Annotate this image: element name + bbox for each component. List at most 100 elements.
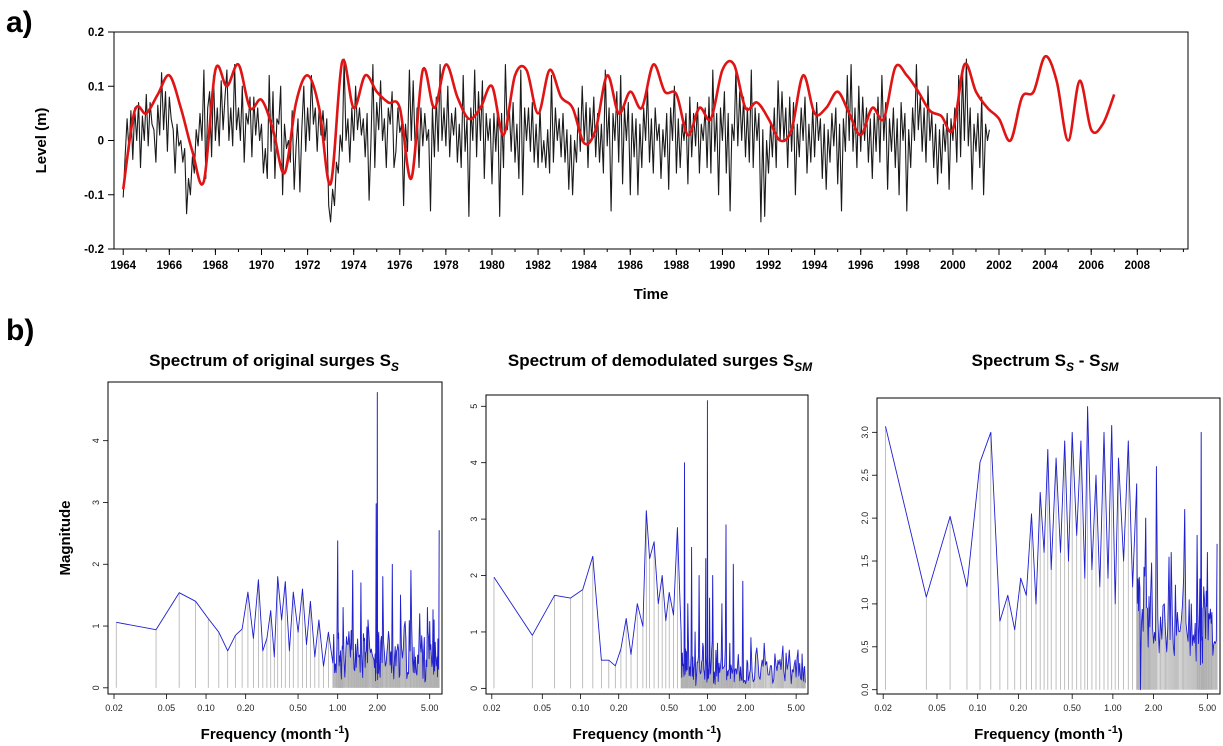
x-tick-label: 0.10 bbox=[969, 703, 987, 713]
spectrum-panel-b3: 0.0 0.5 1.0 1.5 2.0 2.5 3.0 0.02 0.05 0.10 0.20 0.5… bbox=[860, 351, 1221, 743]
x-axis-title: Frequency (month -1) bbox=[974, 724, 1123, 743]
x-tick-label: 2008 bbox=[1124, 260, 1150, 272]
y-tick-label: 4 bbox=[91, 438, 101, 443]
plot-frame bbox=[876, 397, 1221, 695]
y-tick-label: 0 bbox=[469, 686, 479, 691]
x-tick-label: 0.02 bbox=[483, 703, 501, 713]
x-tick-label: 0.20 bbox=[1010, 703, 1028, 713]
y-tick-label: 0.1 bbox=[88, 81, 105, 93]
x-tick-label: 0.10 bbox=[572, 703, 590, 713]
x-axis-title-close: ) bbox=[1118, 726, 1123, 743]
x-tick-label: 1990 bbox=[710, 260, 736, 272]
x-tick-label: 0.20 bbox=[237, 703, 255, 713]
x-tick-label: 2.00 bbox=[1145, 703, 1163, 713]
y-tick-label: 0.0 bbox=[860, 683, 870, 696]
y-tick-label: 5 bbox=[469, 404, 479, 409]
x-axis-title-text: Frequency (month bbox=[974, 726, 1105, 743]
x-tick-label: 0.10 bbox=[197, 703, 215, 713]
chart-title-part: Spectrum of original surges S bbox=[149, 351, 391, 370]
panel-label-b: b) bbox=[6, 314, 35, 347]
x-tick-label: 5.00 bbox=[1199, 703, 1217, 713]
spectrum-panel-b1: 0 1 2 3 4 0.02 0.05 0.10 0.20 0.50 1.00 2.00 5.00 Fre… bbox=[57, 351, 443, 743]
x-tick-label: 2006 bbox=[1078, 260, 1104, 272]
x-axis-title-text: Frequency (month bbox=[201, 726, 332, 743]
y-tick-label: 4 bbox=[469, 460, 479, 465]
spectrum-stems bbox=[493, 400, 806, 689]
x-axis-title: Time bbox=[634, 286, 669, 303]
y-tick-label: 1 bbox=[469, 629, 479, 634]
x-tick-label: 1968 bbox=[203, 260, 229, 272]
x-tick-label: 0.05 bbox=[928, 703, 946, 713]
y-axis-title: Magnitude bbox=[57, 501, 74, 576]
y-tick-label: 1.5 bbox=[860, 555, 870, 568]
y-tick-label: 0.5 bbox=[860, 641, 870, 654]
x-tick-label: 1980 bbox=[479, 260, 505, 272]
y-tick-label: -0.2 bbox=[84, 244, 104, 256]
x-tick-label: 1.00 bbox=[1104, 703, 1122, 713]
chart-title-part: SM bbox=[1100, 360, 1119, 374]
y-tick-label: 3 bbox=[469, 517, 479, 522]
x-tick-label: 1.00 bbox=[699, 703, 717, 713]
x-tick-label: 2.00 bbox=[369, 703, 387, 713]
x-tick-label: 1986 bbox=[617, 260, 643, 272]
chart-title-part: - S bbox=[1074, 351, 1100, 370]
chart-title: Spectrum of original surges SS bbox=[149, 351, 399, 374]
envelope-series-line bbox=[121, 55, 1116, 190]
x-tick-label: 1.00 bbox=[329, 703, 347, 713]
plot-frame bbox=[485, 394, 809, 695]
spectrum-stems bbox=[115, 392, 440, 688]
x-tick-label: 1974 bbox=[341, 260, 367, 272]
x-tick-label: 1998 bbox=[894, 260, 920, 272]
x-tick-label: 1964 bbox=[110, 260, 136, 272]
chart-title-part: S bbox=[1066, 360, 1074, 374]
x-tick-label: 0.20 bbox=[610, 703, 628, 713]
x-axis-title: Frequency (month -1) bbox=[573, 724, 722, 743]
y-tick-label: 1 bbox=[91, 624, 101, 629]
y-tick-label: 2.0 bbox=[860, 512, 870, 525]
chart-title: Spectrum SS - SSM bbox=[972, 351, 1120, 374]
x-tick-label: 5.00 bbox=[421, 703, 439, 713]
x-tick-label: 0.02 bbox=[874, 703, 892, 713]
chart-title: Spectrum of demodulated surges SSM bbox=[508, 351, 813, 374]
chart-title-part: S bbox=[391, 360, 399, 374]
x-tick-label: 1966 bbox=[157, 260, 183, 272]
x-tick-label: 1970 bbox=[249, 260, 275, 272]
y-tick-label: 0.2 bbox=[88, 27, 104, 39]
x-tick-label: 0.50 bbox=[660, 703, 678, 713]
panel-label-a: a) bbox=[6, 6, 33, 39]
x-axis-title-sup: -1 bbox=[332, 724, 345, 736]
x-tick-label: 2004 bbox=[1032, 260, 1058, 272]
plot-frame bbox=[107, 381, 443, 695]
x-tick-label: 2002 bbox=[986, 260, 1012, 272]
x-tick-label: 0.50 bbox=[289, 703, 307, 713]
spectrum-line bbox=[116, 392, 440, 683]
y-tick-label: 3 bbox=[91, 500, 101, 505]
x-axis-title-close: ) bbox=[344, 726, 349, 743]
x-tick-label: 1992 bbox=[756, 260, 782, 272]
y-tick-label: 3.0 bbox=[860, 426, 870, 439]
x-tick-label: 1984 bbox=[571, 260, 597, 272]
y-tick-label: 0 bbox=[98, 136, 104, 148]
x-tick-label: 1988 bbox=[664, 260, 690, 272]
x-tick-label: 0.02 bbox=[105, 703, 123, 713]
x-tick-label: 1996 bbox=[848, 260, 874, 272]
y-tick-label: 2 bbox=[91, 562, 101, 567]
spectrum-panel-b2: 0 1 2 3 4 5 0.02 0.05 0.10 0.20 0.50 1.00 2.00 5.00 Fr… bbox=[469, 351, 813, 743]
x-tick-label: 0.05 bbox=[158, 703, 176, 713]
x-axis-title-sup: -1 bbox=[1105, 724, 1118, 736]
x-tick-label: 1994 bbox=[802, 260, 828, 272]
x-axis-title-sup: -1 bbox=[704, 724, 717, 736]
spectrum-line bbox=[885, 406, 1218, 691]
chart-title-part: Spectrum S bbox=[972, 351, 1066, 370]
x-tick-label: 0.50 bbox=[1063, 703, 1081, 713]
y-tick-label: -0.1 bbox=[84, 190, 104, 202]
x-tick-label: 2000 bbox=[940, 260, 966, 272]
x-tick-label: 0.05 bbox=[534, 703, 552, 713]
x-axis-title-text: Frequency (month bbox=[573, 726, 704, 743]
x-tick-label: 1978 bbox=[433, 260, 459, 272]
x-tick-label: 2.00 bbox=[737, 703, 755, 713]
x-tick-label: 5.00 bbox=[787, 703, 805, 713]
x-axis-title: Frequency (month -1) bbox=[201, 724, 350, 743]
spectrum-line bbox=[493, 400, 806, 686]
